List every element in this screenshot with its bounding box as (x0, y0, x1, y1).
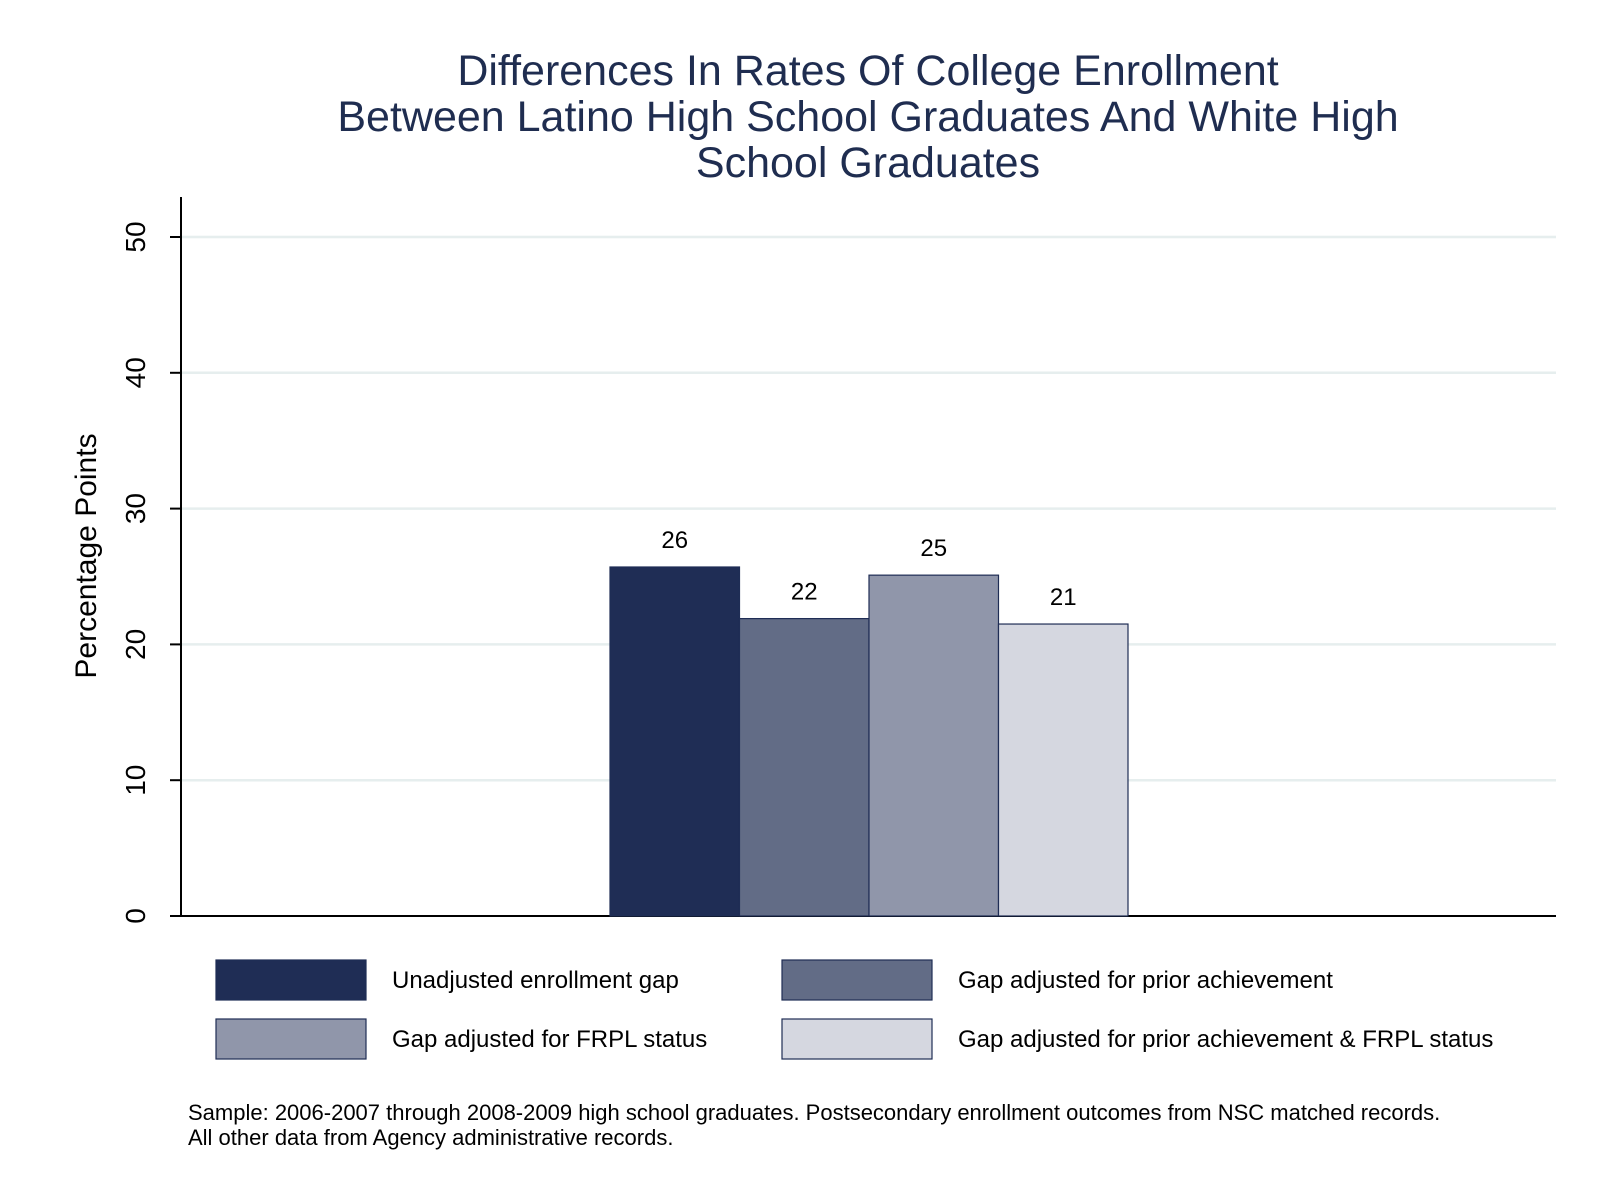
data-label-1: 26 (661, 527, 688, 554)
y-tick-label: 40 (120, 357, 151, 388)
bars (609, 566, 1129, 917)
chart-note-line: All other data from Agency administrativ… (188, 1125, 673, 1150)
chart-title-line: Between Latino High School Graduates And… (337, 93, 1398, 141)
legend-swatch-1 (215, 959, 367, 1001)
bar-3 (868, 574, 1000, 917)
bar-2 (738, 617, 870, 917)
legend-swatch-4 (781, 1018, 933, 1060)
legend-label-4: Gap adjusted for prior achievement & FRP… (958, 1026, 1493, 1053)
bar-4 (997, 623, 1129, 917)
bar-1 (609, 566, 741, 917)
legend: Unadjusted enrollment gap Gap adjusted fo… (215, 959, 1493, 1060)
legend-swatch-2 (781, 959, 933, 1001)
data-label-2: 22 (791, 579, 818, 606)
chart-title-line: School Graduates (696, 139, 1040, 187)
y-tick-label: 10 (120, 765, 151, 796)
chart-note-line: Sample: 2006-2007 through 2008-2009 high… (188, 1100, 1440, 1125)
chart-note: Sample: 2006-2007 through 2008-2009 high… (188, 1100, 1440, 1150)
data-labels: 26 22 25 21 (661, 527, 1076, 611)
chart-title-line: Differences In Rates Of College Enrollme… (457, 47, 1278, 95)
legend-swatch-3 (215, 1018, 367, 1060)
legend-label-2: Gap adjusted for prior achievement (958, 967, 1333, 994)
chart-title: Differences In Rates Of College Enrollme… (337, 47, 1398, 187)
y-axis-label: Percentage Points (70, 433, 103, 678)
data-label-3: 25 (920, 535, 947, 562)
data-label-4: 21 (1050, 584, 1077, 611)
legend-label-1: Unadjusted enrollment gap (392, 967, 679, 994)
gridlines (181, 235, 1556, 782)
legend-label-3: Gap adjusted for FRPL status (392, 1026, 707, 1053)
y-tick-label: 20 (120, 629, 151, 660)
y-tick-label: 50 (120, 221, 151, 252)
y-tick-label: 30 (120, 493, 151, 524)
y-axis: 0 10 20 30 40 50 Percentage Points (70, 197, 1556, 924)
y-tick-label: 0 (120, 908, 151, 924)
